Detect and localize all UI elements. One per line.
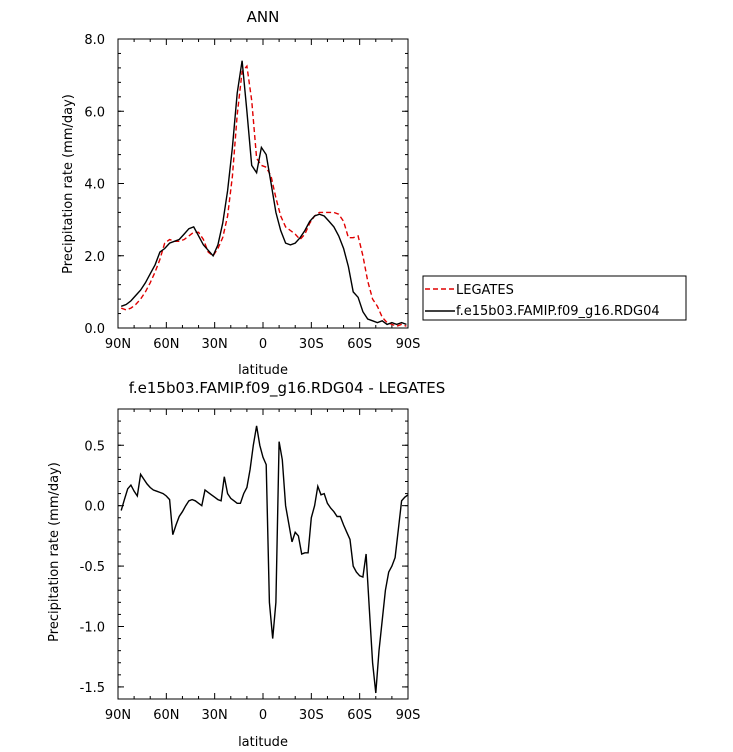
legend-box	[422, 275, 687, 321]
x-tick-label: 30S	[299, 708, 324, 723]
legend-label-legates: LEGATES	[456, 283, 514, 298]
legend-label-model: f.e15b03.FAMIP.f09_g16.RDG04	[456, 304, 660, 319]
y-tick-label: 2.0	[84, 250, 105, 265]
series-line-1	[120, 60, 407, 326]
x-tick-label: 0	[259, 337, 267, 352]
bottom-chart-tick-labels: 90N 60N 30N 0 30S 60S 90S -1.5 -1.0 -0.5 0.0 0.5	[80, 439, 421, 723]
x-tick-label: 90S	[396, 337, 421, 352]
x-tick-label: 30N	[202, 708, 228, 723]
top-chart-ylabel: Precipitation rate (mm/day)	[61, 94, 76, 274]
bottom-chart-frame	[117, 408, 409, 700]
top-chart-title: ANN	[247, 8, 280, 26]
y-tick-label: -1.5	[80, 681, 105, 696]
x-tick-label: 30N	[202, 337, 228, 352]
x-tick-label: 60S	[347, 337, 372, 352]
x-tick-label: 90S	[396, 708, 421, 723]
top-chart-series	[120, 60, 407, 327]
top-panel: ANN Precipitation rate (mm/day) latitude…	[61, 8, 420, 378]
x-tick-label: 60N	[153, 337, 179, 352]
y-tick-label: -1.0	[80, 621, 105, 636]
top-chart-frame	[117, 38, 409, 329]
legend: LEGATES f.e15b03.FAMIP.f09_g16.RDG04	[422, 275, 687, 321]
y-tick-label: 4.0	[84, 178, 105, 193]
x-tick-label: 30S	[299, 337, 324, 352]
y-tick-label: 0.5	[84, 439, 105, 454]
top-chart-xlabel: latitude	[238, 363, 288, 378]
bottom-panel: f.e15b03.FAMIP.f09_g16.RDG04 - LEGATES P…	[47, 379, 445, 750]
y-tick-label: 0.0	[84, 322, 105, 337]
bottom-chart-series	[120, 425, 409, 694]
bottom-chart-xlabel: latitude	[238, 735, 288, 750]
series-line-0	[120, 425, 409, 694]
x-tick-label: 90N	[105, 337, 131, 352]
bottom-chart-ylabel: Precipitation rate (mm/day)	[47, 462, 62, 642]
bottom-chart-ticks	[117, 408, 409, 700]
top-chart-ticks	[117, 38, 409, 329]
y-tick-label: 0.0	[84, 500, 105, 515]
x-tick-label: 90N	[105, 708, 131, 723]
x-tick-label: 60S	[347, 708, 372, 723]
y-tick-label: 6.0	[84, 105, 105, 120]
y-tick-label: 8.0	[84, 33, 105, 48]
y-tick-label: -0.5	[80, 560, 105, 575]
top-chart-tick-labels: 90N 60N 30N 0 30S 60S 90S 0.0 2.0 4.0 6.0 8.0	[84, 33, 420, 352]
bottom-chart-title: f.e15b03.FAMIP.f09_g16.RDG04 - LEGATES	[129, 379, 446, 398]
x-tick-label: 0	[259, 708, 267, 723]
x-tick-label: 60N	[153, 708, 179, 723]
series-line-0	[120, 64, 407, 327]
